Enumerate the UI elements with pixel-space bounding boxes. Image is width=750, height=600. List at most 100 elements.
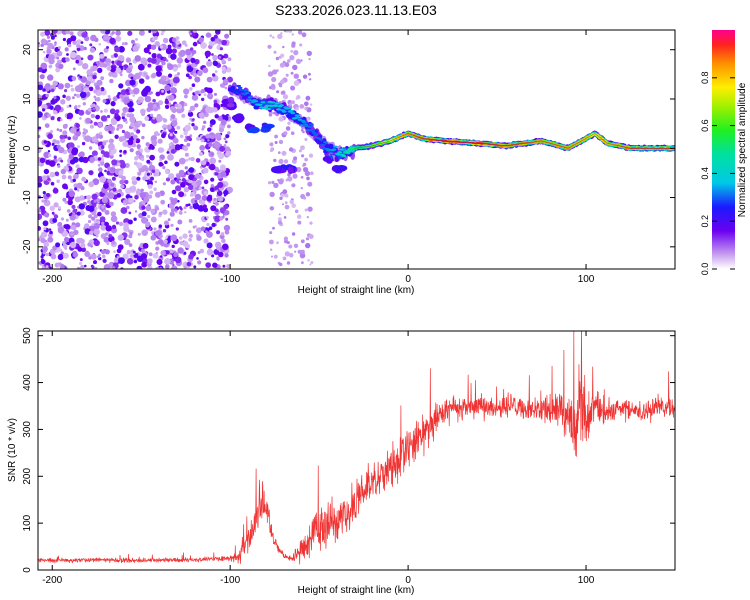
spectrogram-noise-cell <box>111 240 116 245</box>
spectrogram-noise-cell <box>109 66 116 73</box>
spectrogram-noise-cell <box>167 44 172 49</box>
spectrogram-noise-cell <box>279 62 285 68</box>
spectrogram-noise-cell <box>91 136 98 143</box>
spectrogram-noise-cell <box>87 107 92 112</box>
spectrogram-noise-cell <box>81 32 88 38</box>
spectrogram-noise-cell <box>169 211 175 217</box>
spectrogram-ridge-cell <box>307 125 313 128</box>
spectrogram-noise-cell <box>76 43 81 49</box>
spectrogram-noise-cell <box>69 241 77 249</box>
spectrogram-noise-cell <box>67 142 75 150</box>
spectrogram-noise-cell <box>97 122 103 128</box>
spectrogram-ridge-cell <box>311 131 317 134</box>
spectrogram-noise-cell <box>56 30 63 35</box>
spectrogram-ridge-cell <box>233 89 239 92</box>
spectrogram-noise-cell <box>98 167 103 172</box>
spectrogram-noise-cell <box>130 185 137 192</box>
spectrogram-noise-cell <box>225 134 230 139</box>
spectrogram-noise-cell <box>201 186 205 190</box>
spectrogram-noise-cell <box>155 246 160 251</box>
spectrogram-noise-cell <box>121 42 126 46</box>
spectrogram-noise-cell <box>224 230 230 235</box>
spectrogram-ridge-cell <box>253 100 259 103</box>
spectrogram-noise-cell <box>291 183 296 188</box>
spectrogram-noise-cell <box>280 193 285 198</box>
spectrogram-noise-cell <box>190 198 197 204</box>
spectrogram-noise-cell <box>183 102 188 107</box>
spectrogram-noise-cell <box>272 69 278 75</box>
spectrogram-noise-cell <box>173 83 177 87</box>
spectrogram-noise-cell <box>170 208 176 213</box>
spectrogram-noise-cell <box>165 47 173 55</box>
spectrogram-noise-cell <box>309 263 312 266</box>
spectrogram-noise-cell <box>175 40 181 45</box>
spectrogram-noise-cell <box>292 43 296 47</box>
spectrogram-noise-cell <box>307 206 313 212</box>
spectrogram-noise-cell <box>273 182 279 189</box>
spectrogram-noise-cell <box>290 71 294 75</box>
spectrogram-noise-cell <box>157 106 161 110</box>
spectrogram-noise-cell <box>191 123 195 127</box>
colorbar-tick-label: 0.8 <box>700 72 710 85</box>
spectrogram-noise-cell <box>220 171 227 178</box>
spectrogram-noise-cell <box>127 139 134 146</box>
spectrogram-noise-cell <box>128 243 133 247</box>
spectrogram-ridge-cell <box>494 143 499 145</box>
spectrogram-noise-cell <box>284 204 290 210</box>
spectrogram-noise-cell <box>174 144 181 151</box>
spectrogram-noise-cell <box>44 123 50 128</box>
spectrogram-noise-cell <box>160 75 167 82</box>
spectrogram-noise-cell <box>96 79 103 86</box>
spectrogram-noise-cell <box>130 76 134 80</box>
colorbar-tick-label: 0.2 <box>700 215 710 228</box>
spectrogram-noise-cell <box>91 223 95 227</box>
spectrogram-noise-cell <box>162 57 166 61</box>
spectrogram-noise-cell <box>111 176 116 181</box>
spectrogram-noise-cell <box>223 224 231 232</box>
spectrogram-noise-cell <box>54 43 57 47</box>
spectrogram-noise-cell <box>38 226 42 231</box>
spectrogram-noise-cell <box>192 30 198 33</box>
spectrogram-noise-cell <box>217 195 224 202</box>
spectrogram-noise-cell <box>216 190 223 197</box>
spectrogram-noise-cell <box>300 187 303 190</box>
spectrogram-noise-cell <box>175 36 180 40</box>
spectrogram-secondary-cell <box>227 96 235 104</box>
spectrogram-noise-cell <box>198 37 204 43</box>
spectrogram-noise-cell <box>290 131 295 135</box>
spectrogram-noise-cell <box>213 34 218 39</box>
spectrogram-noise-cell <box>188 219 193 223</box>
spectrogram-noise-cell <box>164 160 168 165</box>
spectrogram-noise-cell <box>282 45 285 49</box>
spectrogram-noise-cell <box>56 140 60 145</box>
spectrogram-noise-cell <box>80 57 84 61</box>
spectrogram-noise-cell <box>132 250 136 254</box>
spectrogram-noise-cell <box>55 242 61 248</box>
spectrogram-noise-cell <box>69 118 72 121</box>
spectrogram-noise-cell <box>202 204 207 209</box>
spectrogram-noise-cell <box>62 243 68 249</box>
spectrogram-noise-cell <box>299 104 305 109</box>
spectrogram-noise-cell <box>72 156 79 163</box>
spectrogram-noise-cell <box>133 161 138 166</box>
spectrogram-noise-cell <box>42 246 48 252</box>
spectrogram-noise-cell <box>136 129 141 134</box>
spectrogram-ridge-cell <box>294 114 300 117</box>
spectrogram-noise-cell <box>194 191 197 194</box>
spectrogram-noise-cell <box>167 154 174 161</box>
spectrogram-noise-cell <box>72 208 77 213</box>
spectrogram-noise-cell <box>183 130 188 136</box>
spectrogram-noise-cell <box>132 45 139 52</box>
spectrogram-noise-cell <box>210 177 215 182</box>
spectrogram-noise-cell <box>51 211 55 215</box>
spectrogram-noise-cell <box>212 107 218 113</box>
spectrogram-noise-cell <box>75 59 79 64</box>
spectrogram-noise-cell <box>227 131 231 135</box>
spectrogram-noise-cell <box>269 207 272 210</box>
spectrogram-noise-cell <box>113 250 116 254</box>
spectrogram-noise-cell <box>162 209 168 215</box>
spectrogram-noise-cell <box>204 257 207 261</box>
snr-y-ticks: 0 100 200 300 400 500 <box>22 327 675 573</box>
spectrogram-noise-cell <box>219 145 226 152</box>
spectrogram-noise-cell <box>66 105 70 109</box>
